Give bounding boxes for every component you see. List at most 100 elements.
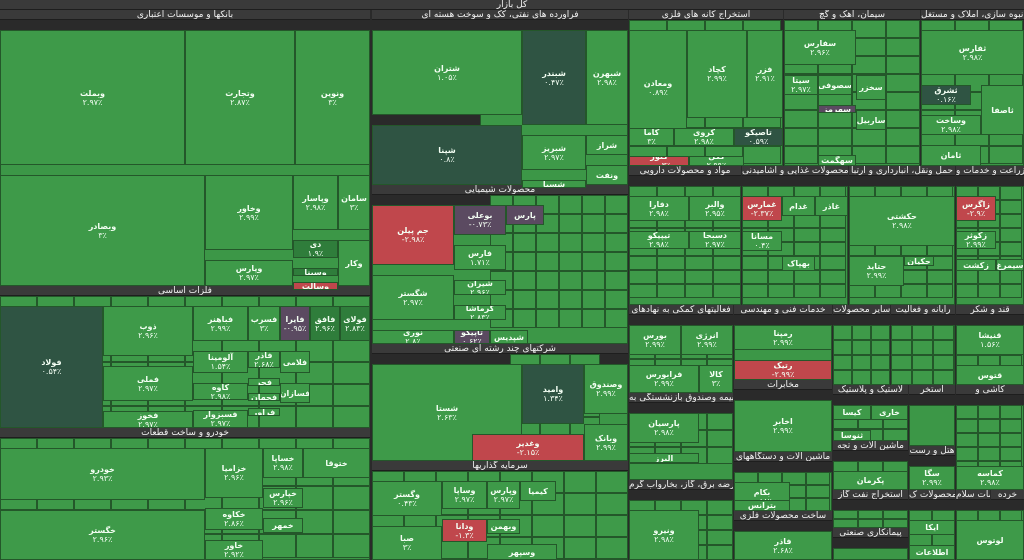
stock-tile[interactable] — [605, 214, 628, 233]
stock-tile[interactable] — [536, 309, 559, 328]
stock-tile[interactable]: پکرمان — [833, 471, 908, 490]
stock-tile[interactable]: کیسا — [833, 405, 871, 420]
stock-tile[interactable]: آلومینا ۱.۵۴٪ — [193, 351, 248, 373]
stock-tile[interactable]: خساپا ۲.۹۸٪ — [263, 448, 303, 478]
stock-tile[interactable]: اطلاعات — [909, 545, 955, 560]
stock-tile[interactable] — [582, 233, 605, 252]
stock-tile[interactable]: حکیان — [904, 256, 934, 266]
stock-tile[interactable] — [852, 355, 871, 370]
stock-tile[interactable] — [713, 270, 741, 284]
sector-header-contract[interactable]: پیمانکاری صنعتی — [833, 528, 908, 538]
stock-tile[interactable]: قتوس — [956, 365, 1024, 385]
stock-tile[interactable]: خکاوه ۲.۸۶٪ — [205, 508, 263, 530]
stock-tile[interactable]: سیتا ۲.۹۷٪ — [784, 75, 818, 95]
stock-tile[interactable]: لوتوس — [956, 520, 1024, 560]
sector-header-food[interactable]: محصولات غذایی و آشامیدنی — [742, 166, 848, 176]
sector-header-rubber[interactable]: لاستیک و پلاستیک — [833, 385, 908, 395]
stock-tile[interactable] — [912, 325, 933, 340]
stock-tile[interactable] — [742, 270, 768, 284]
sector-header-insurance[interactable]: بیمه وصندوق بازنشستگی به — [629, 393, 733, 403]
stock-tile[interactable]: سصوفی — [818, 75, 852, 95]
stock-tile[interactable]: فجر — [248, 378, 280, 386]
stock-tile[interactable]: نوری ۲.۸٪ — [372, 330, 454, 344]
stock-tile[interactable]: فولاد ۰.۵۴٪ — [0, 306, 103, 428]
stock-tile[interactable]: وپارس ۲.۹۷٪ — [487, 481, 520, 509]
stock-tile[interactable] — [858, 519, 883, 528]
sector-header-wood[interactable]: استخر — [909, 385, 955, 395]
stock-tile[interactable] — [685, 284, 713, 298]
stock-tile[interactable] — [886, 110, 920, 128]
stock-tile[interactable] — [536, 233, 559, 252]
stock-tile[interactable] — [513, 271, 536, 290]
stock-tile[interactable] — [806, 498, 830, 511]
stock-tile[interactable] — [784, 128, 818, 146]
stock-tile[interactable]: کنور -۰.۰۳٪ — [629, 156, 689, 166]
stock-tile[interactable]: سخزر — [856, 75, 886, 100]
stock-tile[interactable] — [685, 256, 713, 270]
stock-tile[interactable]: وتجارت ۲.۸۷٪ — [185, 30, 295, 165]
stock-tile[interactable] — [886, 92, 920, 110]
stock-tile[interactable] — [513, 309, 536, 328]
stock-tile[interactable]: وکار — [338, 240, 370, 286]
stock-tile[interactable]: دسبحا ۲.۹۷٪ — [689, 231, 741, 249]
sector-header-chemical[interactable]: محصولات شیمیایی — [372, 185, 628, 195]
stock-tile[interactable]: فولای ۲.۸۳٪ — [340, 306, 370, 341]
stock-tile[interactable] — [891, 325, 912, 340]
sector-header-sugar[interactable]: قند و شکر — [956, 305, 1024, 315]
stock-tile[interactable] — [582, 309, 605, 328]
sector-header-building[interactable]: انبوه سازی، املاک و مستغل — [921, 10, 1024, 20]
stock-tile[interactable] — [513, 233, 536, 252]
stock-tile[interactable] — [1000, 214, 1022, 228]
stock-tile[interactable] — [886, 128, 920, 146]
stock-tile[interactable]: شگستر ۲.۹۷٪ — [372, 275, 454, 320]
stock-tile[interactable] — [532, 515, 564, 537]
stock-tile[interactable]: وگستر ۰.۴۳٪ — [372, 481, 442, 516]
stock-tile[interactable] — [978, 419, 1000, 433]
stock-tile[interactable] — [978, 447, 1000, 461]
sector-header-other[interactable]: سایر محصولات — [833, 305, 890, 315]
stock-tile[interactable] — [912, 355, 933, 370]
stock-tile[interactable] — [820, 256, 846, 270]
stock-tile[interactable] — [1000, 284, 1022, 298]
stock-tile[interactable] — [536, 271, 559, 290]
stock-tile[interactable]: فرآور — [248, 408, 280, 416]
stock-tile[interactable] — [912, 370, 933, 385]
stock-tile[interactable] — [536, 252, 559, 271]
sector-header-hotel[interactable]: هتل و رست — [909, 446, 955, 456]
stock-tile[interactable] — [707, 515, 733, 530]
stock-tile[interactable]: زکشت — [956, 259, 996, 271]
stock-tile[interactable]: شیران ۲.۹۶٪ — [454, 280, 506, 295]
stock-tile[interactable]: سگا ۲.۹۹٪ — [909, 466, 955, 490]
stock-tile[interactable]: خگستر ۲.۹۶٪ — [0, 510, 205, 560]
stock-tile[interactable]: وخاور ۲.۹۹٪ — [205, 175, 293, 250]
stock-tile[interactable] — [820, 228, 846, 242]
stock-tile[interactable]: قنیشا ۱.۵۶٪ — [956, 325, 1024, 355]
stock-tile[interactable]: فسبزوار ۲.۹۷٪ — [193, 410, 248, 428]
stock-tile[interactable] — [1000, 405, 1022, 419]
stock-tile[interactable]: وبملت ۲.۹۷٪ — [0, 30, 185, 165]
stock-tile[interactable] — [605, 195, 628, 214]
stock-tile[interactable]: ومعادن ۰.۸۹٪ — [629, 30, 687, 145]
stock-tile[interactable] — [927, 270, 953, 284]
stock-tile[interactable]: وسینا — [293, 268, 338, 276]
stock-tile[interactable] — [794, 284, 820, 298]
stock-tile[interactable] — [333, 534, 370, 558]
sector-header-multi[interactable]: شرکتهای چند رشته ای صنعتی — [372, 344, 628, 354]
sector-header-support[interactable]: فعالیتهای کمکی به نهادهای — [629, 305, 733, 315]
stock-tile[interactable]: غاذر — [815, 196, 848, 216]
stock-tile[interactable] — [707, 545, 733, 560]
stock-tile[interactable]: فجهان — [248, 393, 280, 401]
stock-tile[interactable] — [1000, 270, 1022, 284]
sector-header-health[interactable]: خدمات سلام — [956, 490, 990, 500]
stock-tile[interactable] — [596, 537, 628, 559]
stock-tile[interactable]: فخوز ۲.۹۷٪ — [103, 411, 193, 428]
sector-header-machinery[interactable]: ماشین آلات و دستگاههای — [734, 452, 832, 462]
stock-tile[interactable] — [333, 406, 370, 428]
stock-tile[interactable] — [743, 146, 781, 164]
stock-tile[interactable]: ونیرو ۲.۹۸٪ — [629, 510, 699, 560]
stock-tile[interactable]: کاما ۳٪ — [629, 128, 674, 146]
stock-tile[interactable]: کچاد ۲.۹۹٪ — [687, 30, 747, 118]
stock-tile[interactable] — [852, 146, 886, 164]
sector-header-ceramic[interactable]: کاشی و — [956, 385, 1024, 395]
stock-tile[interactable] — [933, 370, 954, 385]
